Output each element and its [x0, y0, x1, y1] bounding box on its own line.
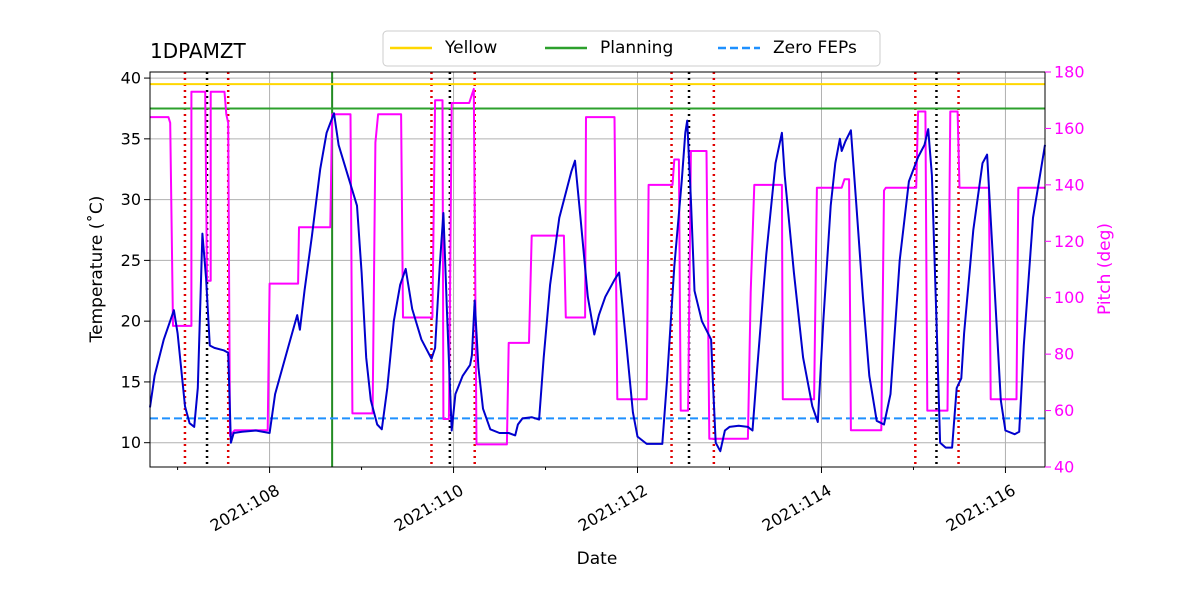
- plot-area: [150, 72, 1045, 467]
- limit-lines: [150, 83, 1045, 420]
- x-tick-label: 2021:112: [575, 480, 651, 535]
- y-tick-label: 10: [121, 433, 141, 452]
- grid: [150, 72, 1045, 467]
- x-axis-label: Date: [577, 549, 618, 569]
- legend-label: Planning: [600, 38, 673, 58]
- y2-tick-label: 120: [1054, 232, 1085, 251]
- y-tick-label: 40: [121, 69, 141, 88]
- x-axis: 2021:108 2021:110 2021:112 2021:114 2021:116: [177, 467, 1019, 535]
- y2-tick-label: 80: [1054, 345, 1074, 364]
- legend-box: [382, 30, 881, 67]
- y-tick-label: 30: [121, 190, 141, 209]
- y-tick-label: 25: [121, 251, 141, 270]
- series-lines: [149, 87, 1046, 453]
- y-axis-label: Temperature (˚C): [86, 196, 107, 344]
- y-tick-label: 20: [121, 312, 141, 331]
- series-pitch-line: [150, 87, 1045, 446]
- y2-tick-label: 180: [1054, 63, 1085, 82]
- y-tick-label: 15: [121, 372, 141, 391]
- legend: Yellow Planning Zero FEPs: [382, 30, 881, 67]
- y-axis-right: 40 60 80 100 120 140 160 180: [1045, 63, 1085, 477]
- x-tick-label: 2021:116: [943, 480, 1019, 535]
- x-tick-label: 2021:110: [391, 480, 467, 535]
- x-tick-label: 2021:108: [207, 480, 283, 535]
- y-tick-label: 35: [121, 129, 141, 148]
- series-1dpamzt-line: [149, 112, 1046, 453]
- y2-tick-label: 40: [1054, 458, 1074, 477]
- y-axis-left: 10 15 20 25 30 35 40: [121, 69, 150, 452]
- plot-frame: [149, 71, 1046, 468]
- legend-label: Zero FEPs: [773, 38, 857, 58]
- y2-tick-label: 60: [1054, 401, 1074, 420]
- y2-tick-label: 140: [1054, 175, 1085, 194]
- y2-axis-label: Pitch (deg): [1095, 223, 1115, 315]
- chart-title: 1DPAMZT: [150, 39, 247, 63]
- y2-tick-label: 100: [1054, 288, 1085, 307]
- y2-tick-label: 160: [1054, 119, 1085, 138]
- x-tick-label: 2021:114: [759, 480, 835, 535]
- legend-label: Yellow: [444, 38, 497, 58]
